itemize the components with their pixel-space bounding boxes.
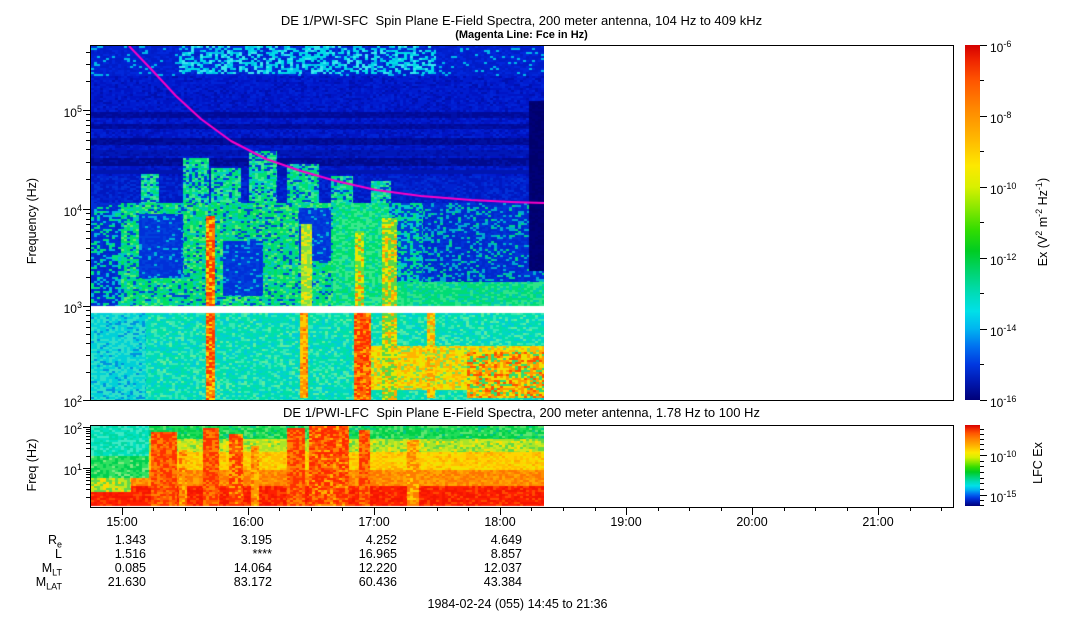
x-axis-tick-label: 21:00 <box>862 515 894 529</box>
lfc-y-axis-tick-label: 102 <box>63 421 82 437</box>
lfc-y-axis-major-tick <box>83 427 90 428</box>
sfc-plot-subtitle: (Magenta Line: Fce in Hz) <box>455 29 588 41</box>
sfc-colorbar-tick-label: 10-10 <box>990 181 1017 197</box>
lfc-colorbar-minor-tick <box>980 429 984 430</box>
lfc-plot-title: DE 1/PWI-LFC Spin Plane E-Field Spectra,… <box>283 405 760 420</box>
lfc-colorbar-tick-label: 10-15 <box>990 489 1017 505</box>
x-axis-major-tick <box>500 507 501 515</box>
sfc-colorbar-minor-tick <box>980 222 984 223</box>
x-axis-major-tick <box>374 507 375 515</box>
sfc-y-axis-major-tick <box>83 306 90 307</box>
x-axis-major-tick <box>752 507 753 515</box>
lfc-colorbar-minor-tick <box>980 434 984 435</box>
sfc-colorbar-minor-tick <box>980 151 984 152</box>
ephemeris-value: 83.172 <box>233 575 272 589</box>
sfc-y-axis-tick-label: 103 <box>63 300 82 316</box>
ephemeris-row-label: L <box>55 547 62 561</box>
ephemeris-value: 4.252 <box>365 533 397 547</box>
x-axis-tick-label: 19:00 <box>610 515 642 529</box>
x-axis-tick-label: 16:00 <box>232 515 264 529</box>
sfc-y-axis-tick-label: 105 <box>63 104 82 120</box>
lfc-y-axis-label: Freq (Hz) <box>25 438 39 492</box>
sfc-y-axis-tick-label: 102 <box>63 394 82 410</box>
sfc-colorbar-major-tick <box>980 400 987 401</box>
lfc-colorbar-minor-tick <box>980 505 984 506</box>
sfc-colorbar-tick-label: 10-12 <box>990 252 1017 268</box>
ephemeris-value: 14.064 <box>233 561 272 575</box>
lfc-plot-area <box>90 425 954 508</box>
ephemeris-value: 21.630 <box>107 575 146 589</box>
sfc-colorbar-major-tick <box>980 329 987 330</box>
lfc-colorbar-major-tick <box>980 495 987 496</box>
ephemeris-row-label: MLAT <box>35 575 62 592</box>
sfc-colorbar-tick-label: 10-14 <box>990 323 1017 339</box>
lfc-colorbar-minor-tick <box>980 466 984 467</box>
sfc-y-axis-major-tick <box>83 209 90 210</box>
sfc-y-axis-major-tick <box>83 400 90 401</box>
lfc-y-axis-tick-label: 101 <box>63 462 82 478</box>
lfc-colorbar-minor-tick <box>980 483 984 484</box>
ephemeris-value: 1.343 <box>114 533 146 547</box>
ephemeris-value: 43.384 <box>483 575 522 589</box>
sfc-colorbar-major-tick <box>980 116 987 117</box>
sfc-y-axis-label: Frequency (Hz) <box>25 177 39 265</box>
sfc-colorbar <box>965 45 980 400</box>
lfc-colorbar-minor-tick <box>980 449 984 450</box>
sfc-plot-title: DE 1/PWI-SFC Spin Plane E-Field Spectra,… <box>280 13 763 28</box>
lfc-spectrogram <box>91 426 544 507</box>
ephemeris-value: 16.965 <box>358 547 397 561</box>
lfc-colorbar-tick-label: 10-10 <box>990 449 1017 465</box>
x-axis-tick-label: 18:00 <box>484 515 516 529</box>
x-axis-major-tick <box>248 507 249 515</box>
lfc-colorbar-minor-tick <box>980 500 984 501</box>
x-axis-major-tick <box>122 507 123 515</box>
sfc-colorbar-minor-tick <box>980 293 984 294</box>
sfc-plot-area <box>90 45 954 401</box>
x-axis-tick-label: 20:00 <box>736 515 768 529</box>
sfc-colorbar-minor-tick <box>980 364 984 365</box>
lfc-colorbar-minor-tick <box>980 489 984 490</box>
ephemeris-value: 60.436 <box>358 575 397 589</box>
x-axis-major-tick <box>626 507 627 515</box>
lfc-colorbar-minor-tick <box>980 439 984 440</box>
x-axis-tick-label: 17:00 <box>358 515 390 529</box>
lfc-colorbar-major-tick <box>980 455 987 456</box>
sfc-colorbar-minor-tick <box>980 80 984 81</box>
lfc-colorbar <box>965 425 980 506</box>
ephemeris-value: 12.037 <box>483 561 522 575</box>
lfc-colorbar-minor-tick <box>980 478 984 479</box>
date-range-caption: 1984-02-24 (055) 14:45 to 21:36 <box>427 597 608 611</box>
lfc-colorbar-minor-tick <box>980 444 984 445</box>
ephemeris-value: 8.857 <box>490 547 522 561</box>
sfc-colorbar-major-tick <box>980 45 987 46</box>
sfc-y-axis-major-tick <box>83 110 90 111</box>
ephemeris-value: 0.085 <box>114 561 146 575</box>
lfc-colorbar-minor-tick <box>980 461 984 462</box>
ephemeris-value: 1.516 <box>114 547 146 561</box>
sfc-colorbar-major-tick <box>980 258 987 259</box>
lfc-colorbar-label: LFC Ex <box>1031 442 1045 484</box>
sfc-y-axis-tick-label: 104 <box>63 203 82 219</box>
x-axis-major-tick <box>878 507 879 515</box>
ephemeris-value: 12.220 <box>358 561 397 575</box>
sfc-spectrogram <box>91 46 544 400</box>
ephemeris-value: 3.195 <box>240 533 272 547</box>
lfc-colorbar-minor-tick <box>980 472 984 473</box>
x-axis-tick-label: 15:00 <box>106 515 138 529</box>
lfc-y-axis-major-tick <box>83 468 90 469</box>
sfc-colorbar-tick-label: 10-8 <box>990 110 1012 126</box>
sfc-colorbar-label: Ex (V2 m-2 Hz-1) <box>1033 177 1051 267</box>
ephemeris-row-label: Re <box>47 533 62 550</box>
ephemeris-value: 4.649 <box>490 533 522 547</box>
ephemeris-row-label: MLT <box>41 561 62 578</box>
sfc-colorbar-tick-label: 10-16 <box>990 394 1017 410</box>
ephemeris-value: **** <box>252 547 272 561</box>
sfc-colorbar-major-tick <box>980 187 987 188</box>
sfc-colorbar-tick-label: 10-6 <box>990 39 1012 55</box>
